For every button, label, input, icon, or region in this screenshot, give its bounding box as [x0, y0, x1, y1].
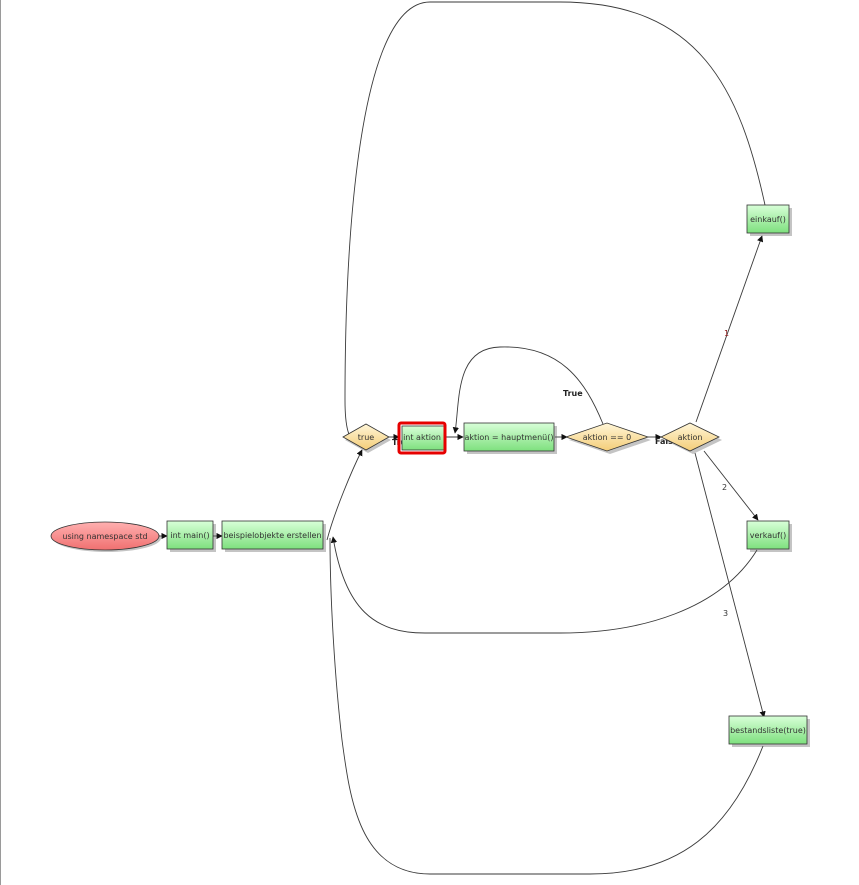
- svg-text:bestandsliste(true): bestandsliste(true): [730, 726, 806, 735]
- edges: [159, 1, 766, 875]
- node-aktion-hauptmenue[interactable]: aktion = hauptmenü(): [463, 422, 557, 454]
- edge-eq0-true-loop: [452, 346, 604, 434]
- svg-text:verkauf(): verkauf(): [750, 531, 786, 540]
- node-true-decision[interactable]: true: [342, 423, 391, 453]
- svg-text:using namespace std: using namespace std: [62, 532, 147, 541]
- svg-text:aktion == 0: aktion == 0: [583, 433, 631, 442]
- node-int-main[interactable]: int main(): [166, 520, 216, 552]
- node-int-aktion[interactable]: int aktion: [397, 421, 447, 455]
- svg-text:int aktion: int aktion: [403, 433, 441, 442]
- node-using-namespace-std[interactable]: using namespace std: [50, 521, 161, 552]
- edge-aktion-to-bestandsliste: [694, 452, 766, 718]
- edge-verkauf-back-loop: [330, 536, 758, 634]
- svg-text:aktion = hauptmenü(): aktion = hauptmenü(): [464, 433, 553, 442]
- eq0-true-label: True: [563, 389, 583, 398]
- node-einkauf[interactable]: einkauf(): [746, 204, 792, 236]
- svg-text:einkauf(): einkauf(): [750, 215, 786, 224]
- edge-bestandsliste-back-loop: [329, 537, 764, 875]
- edge-beispiel-to-true: [326, 449, 363, 541]
- eq0-false-label: False: [655, 437, 679, 446]
- canvas-left-border: [0, 0, 1, 885]
- case-2-label: 2: [722, 483, 727, 492]
- edge-einkauf-back-loop: [344, 1, 766, 438]
- node-aktion-eq-0-decision[interactable]: aktion == 0: [564, 422, 651, 454]
- node-verkauf[interactable]: verkauf(): [746, 520, 792, 552]
- case-3-label: 3: [723, 609, 728, 618]
- case-1-label: 1: [724, 329, 729, 338]
- node-aktion-switch-decision[interactable]: aktion: [660, 422, 722, 454]
- svg-text:aktion: aktion: [678, 433, 703, 442]
- svg-text:beispielobjekte erstellen: beispielobjekte erstellen: [223, 531, 321, 540]
- node-bestandsliste[interactable]: bestandsliste(true): [728, 715, 810, 747]
- svg-text:int main(): int main(): [170, 531, 209, 540]
- edge-aktion-to-verkauf: [703, 450, 759, 521]
- svg-text:true: true: [358, 433, 374, 442]
- selection-highlight: [397, 421, 447, 455]
- node-beispielobjekte-erstellen[interactable]: beispielobjekte erstellen: [221, 520, 326, 552]
- edge-aktion-to-einkauf: [695, 235, 764, 423]
